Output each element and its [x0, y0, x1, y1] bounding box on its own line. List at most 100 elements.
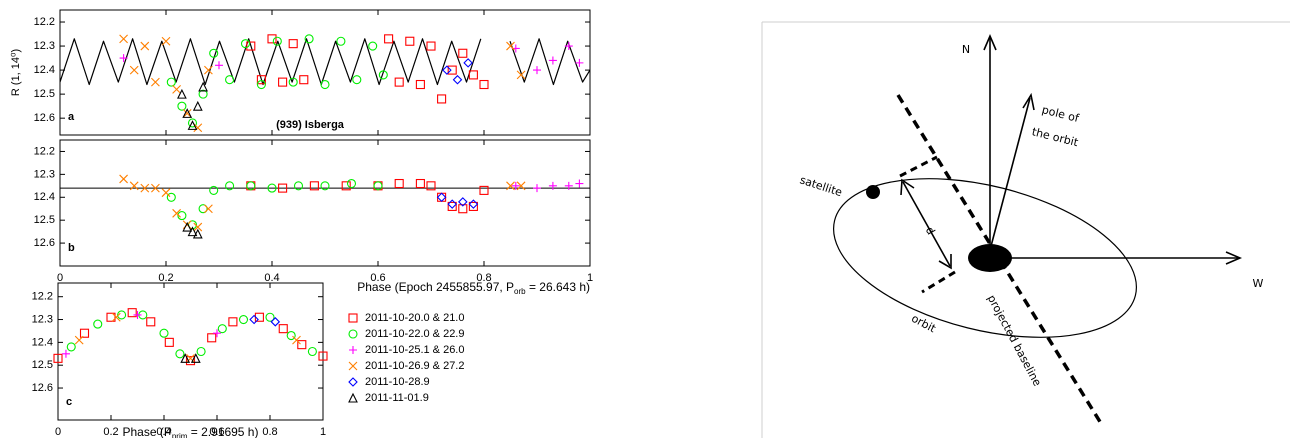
x-tick-label: 0.6 — [370, 272, 385, 284]
marker — [106, 312, 116, 322]
x-axis-label-part: = 2.91695 h) — [187, 425, 258, 438]
panel: 12.2 12.3 12.4 12.5 12.6 a (939) Isberga R (1, … — [10, 9, 591, 136]
marker — [352, 75, 362, 85]
marker — [254, 312, 264, 322]
marker — [447, 65, 457, 75]
marker — [198, 204, 208, 214]
marker — [564, 42, 573, 51]
x-tick-label: 0.2 — [158, 272, 173, 284]
perpendicular — [921, 270, 956, 294]
legend-label: 2011-10-26.9 & 27.2 — [365, 360, 464, 372]
marker — [415, 79, 425, 90]
panel: 12.2 12.3 12.4 12.5 12.6 0 0.2 0.4 0.6 0.8 1 c Phase… — [32, 282, 464, 438]
marker — [458, 204, 468, 214]
marker — [288, 39, 298, 49]
x-axis-label-part: prim — [172, 432, 188, 438]
y-tick-label: 12.4 — [32, 336, 53, 348]
baseline-label: projected baseline — [985, 293, 1044, 389]
marker — [146, 317, 156, 327]
satellite-body — [866, 185, 880, 199]
marker — [151, 183, 160, 193]
d-arrow — [902, 181, 951, 267]
marker — [373, 181, 383, 191]
x-axis-label-part: orb — [514, 287, 526, 296]
marker — [272, 36, 282, 46]
marker — [161, 36, 171, 46]
marker — [426, 41, 436, 51]
pole-arrow — [989, 97, 1031, 251]
marker — [265, 312, 275, 322]
marker — [187, 120, 198, 130]
legend-marker — [348, 361, 358, 371]
marker — [548, 56, 557, 65]
marker — [192, 228, 203, 239]
marker — [447, 201, 457, 211]
marker — [299, 75, 309, 85]
panel-title: (939) Isberga — [276, 119, 345, 131]
marker — [341, 181, 351, 191]
marker — [318, 351, 328, 361]
marker — [182, 221, 193, 232]
marker — [384, 34, 394, 44]
legend-marker — [349, 346, 357, 354]
y-tick-label: 12.6 — [32, 382, 53, 394]
x-tick-label: 0.2 — [103, 426, 118, 438]
marker — [119, 174, 128, 184]
y-tick-label: 12.5 — [34, 88, 55, 100]
marker — [166, 192, 176, 202]
marker — [79, 328, 90, 338]
legend-label: 2011-10-22.0 & 22.9 — [365, 328, 464, 340]
marker — [548, 181, 557, 190]
marker — [256, 79, 266, 90]
marker — [119, 54, 128, 63]
panel-label: b — [68, 242, 75, 254]
marker — [129, 181, 139, 191]
marker — [278, 324, 288, 334]
d-label: d — [923, 225, 938, 238]
legend-label: 2011-10-20.0 & 21.0 — [365, 312, 464, 324]
marker — [225, 181, 235, 191]
marker — [468, 70, 478, 80]
marker — [140, 183, 150, 193]
marker — [164, 337, 174, 347]
marker — [564, 181, 573, 190]
marker — [127, 308, 137, 318]
marker — [368, 41, 378, 51]
marker — [307, 346, 317, 357]
legend-label: 2011-10-25.1 & 26.0 — [365, 344, 464, 356]
marker — [177, 211, 187, 221]
marker — [267, 34, 277, 44]
marker — [346, 178, 357, 189]
y-tick-label: 12.4 — [34, 191, 55, 203]
plot-frame — [59, 9, 591, 136]
marker — [182, 108, 192, 118]
marker — [238, 314, 249, 325]
marker — [533, 184, 541, 193]
marker — [215, 61, 223, 70]
marker — [458, 197, 468, 207]
marker — [180, 353, 191, 363]
marker — [249, 314, 259, 325]
marker — [426, 181, 436, 191]
marker — [447, 199, 457, 209]
marker — [172, 84, 181, 94]
marker — [190, 353, 201, 363]
marker — [129, 65, 139, 75]
legend-marker — [348, 313, 358, 323]
x-axis-label: Phase (Epoch 2455855.97, Porb = 26.643 h… — [357, 280, 590, 296]
marker — [53, 353, 63, 363]
projected-baseline — [896, 94, 1104, 426]
marker — [204, 65, 213, 75]
marker — [463, 58, 473, 68]
marker — [437, 94, 447, 104]
pole-label: the orbit — [1031, 125, 1081, 149]
x-tick-label: 0.4 — [264, 272, 279, 284]
x-tick-label: 0.8 — [262, 426, 277, 438]
marker — [533, 66, 541, 75]
marker — [378, 70, 388, 80]
primary-body — [968, 244, 1012, 272]
x-tick-label: 0 — [55, 426, 61, 438]
y-tick-label: 12.2 — [34, 16, 55, 28]
y-tick-label: 12.3 — [32, 313, 53, 325]
